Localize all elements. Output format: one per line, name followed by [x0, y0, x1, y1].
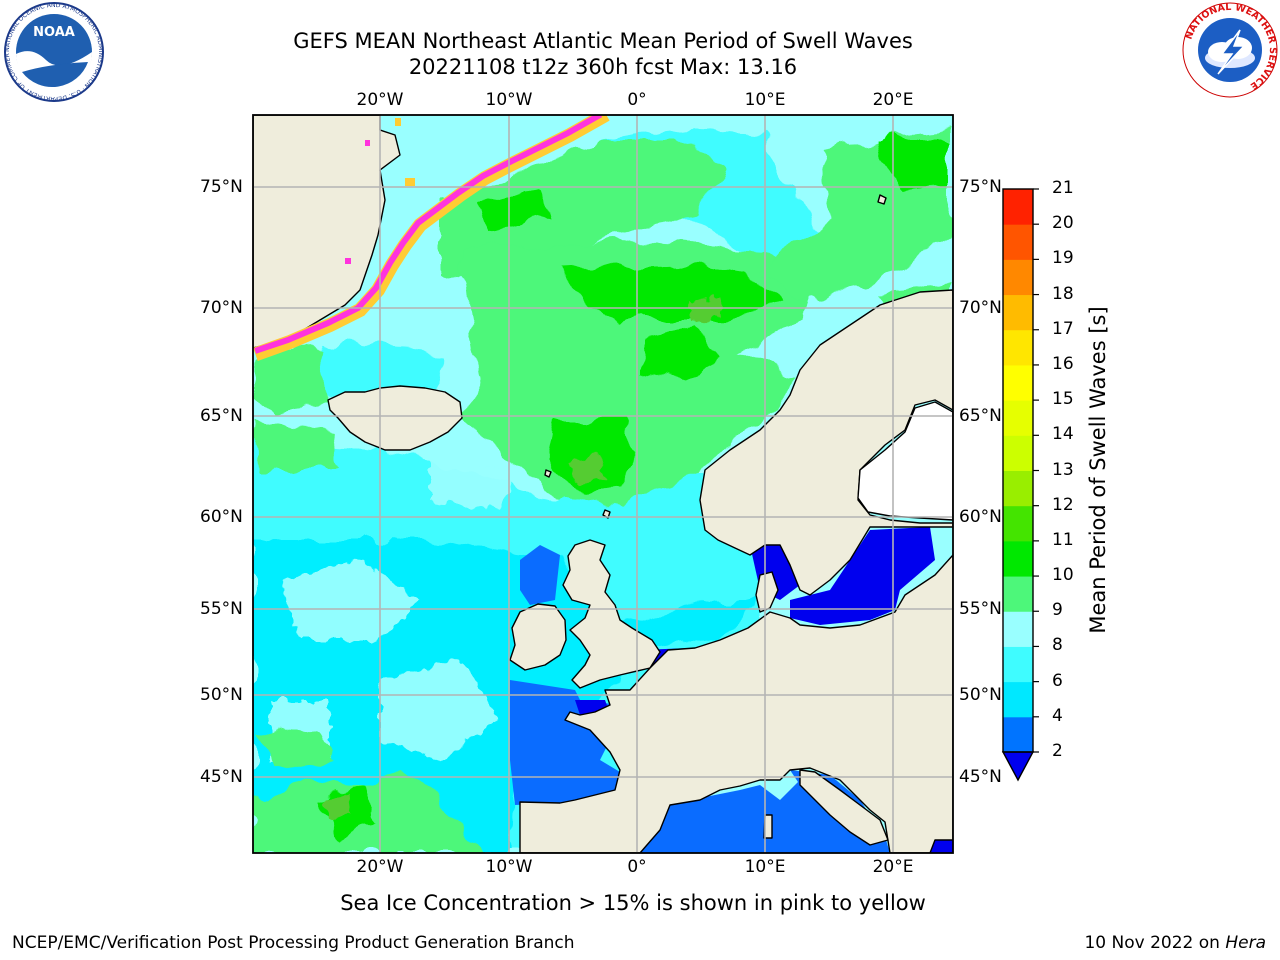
- map-subtitle: 20221108 t12z 360h fcst Max: 13.16: [408, 55, 798, 79]
- lon-label-bottom-10w: 10°W: [485, 857, 533, 877]
- lon-label-top-20w: 20°W: [356, 90, 404, 110]
- swell-period-11-12: [325, 298, 722, 818]
- lat-label-right-60n: 60°N: [959, 507, 1002, 527]
- lat-label-left-45n: 45°N: [200, 767, 243, 787]
- lon-label-bottom-20w: 20°W: [356, 857, 404, 877]
- colorbar-tick-label: 19: [1052, 248, 1074, 269]
- lat-label-left-50n: 50°N: [200, 685, 243, 705]
- colorbar-tick-label: 18: [1052, 283, 1074, 304]
- noaa-logo-text: NOAA: [33, 25, 75, 40]
- colorbar-tick-label: 13: [1052, 459, 1074, 480]
- map-frame: [252, 114, 954, 854]
- lat-label-right-45n: 45°N: [959, 767, 1002, 787]
- land-iceland: [327, 385, 463, 451]
- lat-label-right-70n: 70°N: [959, 298, 1002, 318]
- lat-label-left-70n: 70°N: [200, 298, 243, 318]
- lon-label-bottom-20e: 20°E: [872, 857, 914, 877]
- land-faroes: [544, 469, 552, 478]
- colorbar-tick-label: 12: [1052, 494, 1074, 515]
- colorbar-segment: [1003, 224, 1033, 260]
- colorbar-tick-label: 10: [1052, 565, 1074, 586]
- colorbar-segment: [1003, 646, 1033, 683]
- land-great-britain: [562, 539, 661, 689]
- nws-logo: NATIONAL WEATHER SERVICE: [1182, 2, 1278, 98]
- footer-date: 10 Nov 2022 on Hera: [1084, 933, 1266, 953]
- colorbar-tick-label: 4: [1052, 705, 1063, 726]
- colorbar-tick-label: 15: [1052, 389, 1074, 410]
- colorbar-segment: [1003, 400, 1033, 436]
- land-sweden-interior: [857, 401, 953, 521]
- lat-label-left-65n: 65°N: [200, 406, 243, 426]
- colorbar-tick-label: 8: [1052, 635, 1063, 656]
- colorbar-tick-label: 21: [1052, 178, 1074, 198]
- land-italy: [799, 769, 889, 846]
- noaa-logo: NATIONAL OCEANIC AND ATMOSPHERIC ADMINIS…: [2, 2, 104, 102]
- colorbar-segment: [1003, 681, 1033, 718]
- land-continent: [519, 554, 953, 853]
- lat-label-right-75n: 75°N: [959, 177, 1002, 197]
- lon-label-bottom-0: 0°: [627, 857, 647, 877]
- colorbar-segment: [1003, 259, 1033, 296]
- footer-host: Hera: [1225, 933, 1266, 953]
- land-ireland: [509, 603, 567, 671]
- colorbar-tick-label: 9: [1052, 600, 1063, 621]
- lon-label-bottom-10e: 10°E: [744, 857, 786, 877]
- colorbar-segment: [1003, 611, 1033, 647]
- colorbar-tick-label: 20: [1052, 213, 1074, 234]
- lat-label-right-55n: 55°N: [959, 599, 1002, 619]
- lat-label-left-75n: 75°N: [200, 177, 243, 197]
- map-area: [253, 115, 953, 853]
- footer-credit: NCEP/EMC/Verification Post Processing Pr…: [12, 933, 575, 953]
- colorbar-segment: [1003, 470, 1033, 507]
- sea-ice-edge: [253, 115, 610, 361]
- footer-date-text: 10 Nov 2022 on: [1084, 933, 1226, 953]
- map-title: GEFS MEAN Northeast Atlantic Mean Period…: [293, 29, 913, 53]
- colorbar-segment: [1003, 294, 1033, 331]
- map-gridlines: [253, 115, 953, 853]
- land-svalbard: [877, 194, 887, 205]
- lat-label-right-50n: 50°N: [959, 685, 1002, 705]
- colorbar-segment: [1003, 435, 1033, 471]
- land-shetland: [602, 509, 611, 519]
- colorbar-segment: [1003, 716, 1033, 753]
- sea-ice-caption: Sea Ice Concentration > 15% is shown in …: [340, 891, 926, 915]
- colorbar-tick-label: 16: [1052, 353, 1074, 374]
- colorbar-segment: [1003, 364, 1033, 401]
- lon-label-top-10e: 10°E: [744, 90, 786, 110]
- colorbar-tick-label: 14: [1052, 424, 1074, 445]
- land-denmark: [755, 571, 779, 613]
- lat-label-left-55n: 55°N: [200, 599, 243, 619]
- colorbar: [1001, 188, 1039, 782]
- colorbar-segment: [1003, 189, 1033, 225]
- swell-period-8-9: [270, 460, 520, 760]
- land-masses: [253, 115, 953, 853]
- colorbar-tick-label: 17: [1052, 318, 1074, 339]
- colorbar-label: Mean Period of Swell Waves [s]: [1086, 306, 1110, 634]
- colorbar-tick-label: 11: [1052, 529, 1074, 550]
- lat-label-left-60n: 60°N: [200, 507, 243, 527]
- colorbar-tick-label: 6: [1052, 670, 1063, 691]
- colorbar-under-arrow: [1001, 751, 1035, 782]
- colorbar-tick-label: 2: [1052, 741, 1063, 761]
- lon-label-top-10w: 10°W: [485, 90, 533, 110]
- lon-label-top-0: 0°: [627, 90, 647, 110]
- colorbar-segment: [1003, 505, 1033, 542]
- colorbar-segment: [1003, 540, 1033, 577]
- colorbar-segment: [1003, 329, 1033, 366]
- colorbar-segment: [1003, 576, 1033, 612]
- lat-label-right-65n: 65°N: [959, 406, 1002, 426]
- lon-label-top-20e: 20°E: [872, 90, 914, 110]
